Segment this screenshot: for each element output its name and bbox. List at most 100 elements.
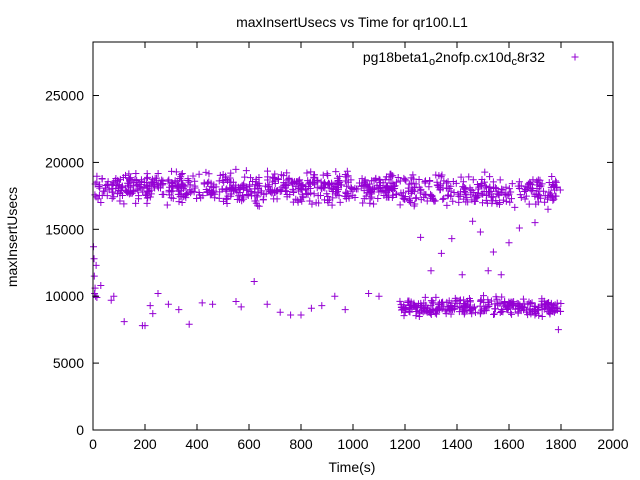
data-point <box>463 297 471 305</box>
data-point <box>529 176 537 184</box>
x-axis-label: Time(s) <box>329 459 376 475</box>
x-tick-label: 1800 <box>545 436 576 452</box>
y-tick-label: 20000 <box>45 154 84 170</box>
data-point <box>165 176 173 184</box>
data-point <box>184 175 192 183</box>
data-point <box>434 300 442 308</box>
data-point <box>318 302 326 310</box>
data-point <box>545 188 553 196</box>
data-point <box>389 180 397 188</box>
data-point <box>116 175 124 183</box>
data-point <box>246 182 254 190</box>
data-point <box>469 176 477 184</box>
data-point <box>349 186 357 194</box>
data-point <box>439 195 447 203</box>
data-point <box>382 193 390 201</box>
data-point <box>134 185 142 193</box>
data-point <box>499 196 507 204</box>
data-point <box>112 175 120 183</box>
y-axis-label: maxInsertUsecs <box>4 187 20 287</box>
data-point <box>480 298 488 306</box>
data-point <box>91 191 99 199</box>
data-point <box>154 170 162 178</box>
data-point <box>128 189 136 197</box>
data-point <box>303 169 311 177</box>
data-point <box>323 170 331 178</box>
data-point <box>158 176 166 184</box>
data-point <box>468 186 476 194</box>
data-point <box>241 173 249 181</box>
data-point <box>472 308 480 316</box>
data-point <box>343 190 351 198</box>
data-point <box>488 193 496 201</box>
data-point <box>303 190 311 198</box>
data-point <box>462 184 470 192</box>
data-point <box>251 185 259 193</box>
data-point <box>534 306 542 314</box>
data-point <box>496 309 504 317</box>
data-point <box>143 182 151 190</box>
data-point <box>447 310 455 318</box>
data-point <box>467 306 475 314</box>
data-point <box>151 184 159 192</box>
data-point <box>405 297 413 305</box>
data-point <box>301 185 309 193</box>
data-point <box>125 190 133 198</box>
data-point <box>482 196 490 204</box>
data-point <box>227 178 235 186</box>
data-point <box>506 198 514 206</box>
x-tick-label: 1200 <box>389 436 420 452</box>
data-point <box>549 196 557 204</box>
data-point <box>410 302 418 310</box>
data-point <box>435 172 443 180</box>
data-point <box>178 199 186 207</box>
data-point <box>544 205 552 213</box>
data-point <box>480 178 488 186</box>
data-point <box>498 185 506 193</box>
data-point <box>180 182 188 190</box>
data-point <box>169 187 177 195</box>
data-point <box>263 167 271 175</box>
x-tick-label: 1600 <box>493 436 524 452</box>
data-point <box>501 190 509 198</box>
data-point <box>432 293 440 301</box>
data-point <box>329 194 337 202</box>
data-point <box>175 306 183 314</box>
data-point <box>482 182 490 190</box>
data-point <box>521 195 529 203</box>
data-point <box>489 185 497 193</box>
data-point <box>375 185 383 193</box>
data-point <box>335 192 343 200</box>
data-point <box>258 187 266 195</box>
legend: pg18beta1o2nofp.cx10dc8r32 <box>363 49 579 68</box>
data-point <box>125 179 133 187</box>
data-point <box>97 199 105 207</box>
data-point <box>253 193 261 201</box>
data-point <box>93 172 101 180</box>
data-point <box>529 186 537 194</box>
data-point <box>342 173 350 181</box>
data-point <box>507 309 515 317</box>
data-point <box>222 172 230 180</box>
data-point <box>260 190 268 198</box>
data-point <box>97 282 105 290</box>
data-point <box>466 298 474 306</box>
data-point <box>490 311 498 319</box>
data-point <box>216 171 224 179</box>
data-point <box>386 170 394 178</box>
data-point <box>164 300 172 308</box>
data-point <box>469 217 477 225</box>
data-point <box>396 177 404 185</box>
data-point <box>255 202 263 210</box>
data-point <box>427 311 435 319</box>
data-point <box>238 193 246 201</box>
data-point <box>103 192 111 200</box>
data-point <box>216 188 224 196</box>
data-point <box>143 170 151 178</box>
data-point <box>135 195 142 203</box>
data-point <box>341 177 349 185</box>
data-point <box>195 170 203 178</box>
data-point <box>491 305 499 313</box>
data-point <box>417 303 425 311</box>
data-point <box>348 184 355 192</box>
